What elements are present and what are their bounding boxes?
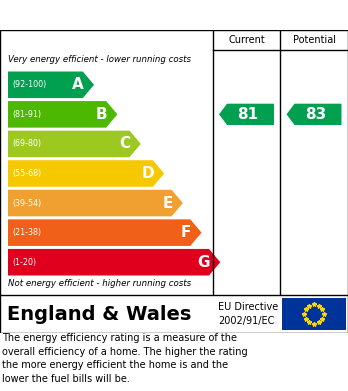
Text: E: E (162, 196, 173, 211)
Text: Very energy efficient - lower running costs: Very energy efficient - lower running co… (8, 55, 191, 64)
Text: F: F (181, 225, 191, 240)
Text: Not energy efficient - higher running costs: Not energy efficient - higher running co… (8, 279, 191, 288)
Text: EU Directive
2002/91/EC: EU Directive 2002/91/EC (218, 302, 278, 326)
Text: (92-100): (92-100) (12, 80, 46, 89)
Text: (55-68): (55-68) (12, 169, 41, 178)
Text: (81-91): (81-91) (12, 110, 41, 119)
Polygon shape (8, 131, 141, 157)
Polygon shape (8, 219, 201, 246)
Text: England & Wales: England & Wales (7, 305, 191, 323)
Text: B: B (96, 107, 107, 122)
Polygon shape (8, 160, 164, 187)
Text: 81: 81 (238, 107, 259, 122)
Polygon shape (219, 104, 274, 125)
Text: A: A (72, 77, 84, 92)
Text: (39-54): (39-54) (12, 199, 41, 208)
Text: (1-20): (1-20) (12, 258, 36, 267)
Polygon shape (8, 190, 183, 216)
Text: C: C (119, 136, 130, 151)
Text: 83: 83 (305, 107, 326, 122)
Text: D: D (141, 166, 154, 181)
Polygon shape (8, 101, 117, 127)
Text: (21-38): (21-38) (12, 228, 41, 237)
Bar (282, 298, 346, 330)
Polygon shape (8, 72, 94, 98)
Text: Current: Current (228, 35, 265, 45)
Text: Energy Efficiency Rating: Energy Efficiency Rating (8, 7, 218, 23)
Polygon shape (8, 249, 220, 276)
Text: The energy efficiency rating is a measure of the
overall efficiency of a home. T: The energy efficiency rating is a measur… (2, 333, 248, 384)
Text: Potential: Potential (293, 35, 335, 45)
Polygon shape (286, 104, 341, 125)
Text: (69-80): (69-80) (12, 140, 41, 149)
Text: G: G (198, 255, 210, 270)
